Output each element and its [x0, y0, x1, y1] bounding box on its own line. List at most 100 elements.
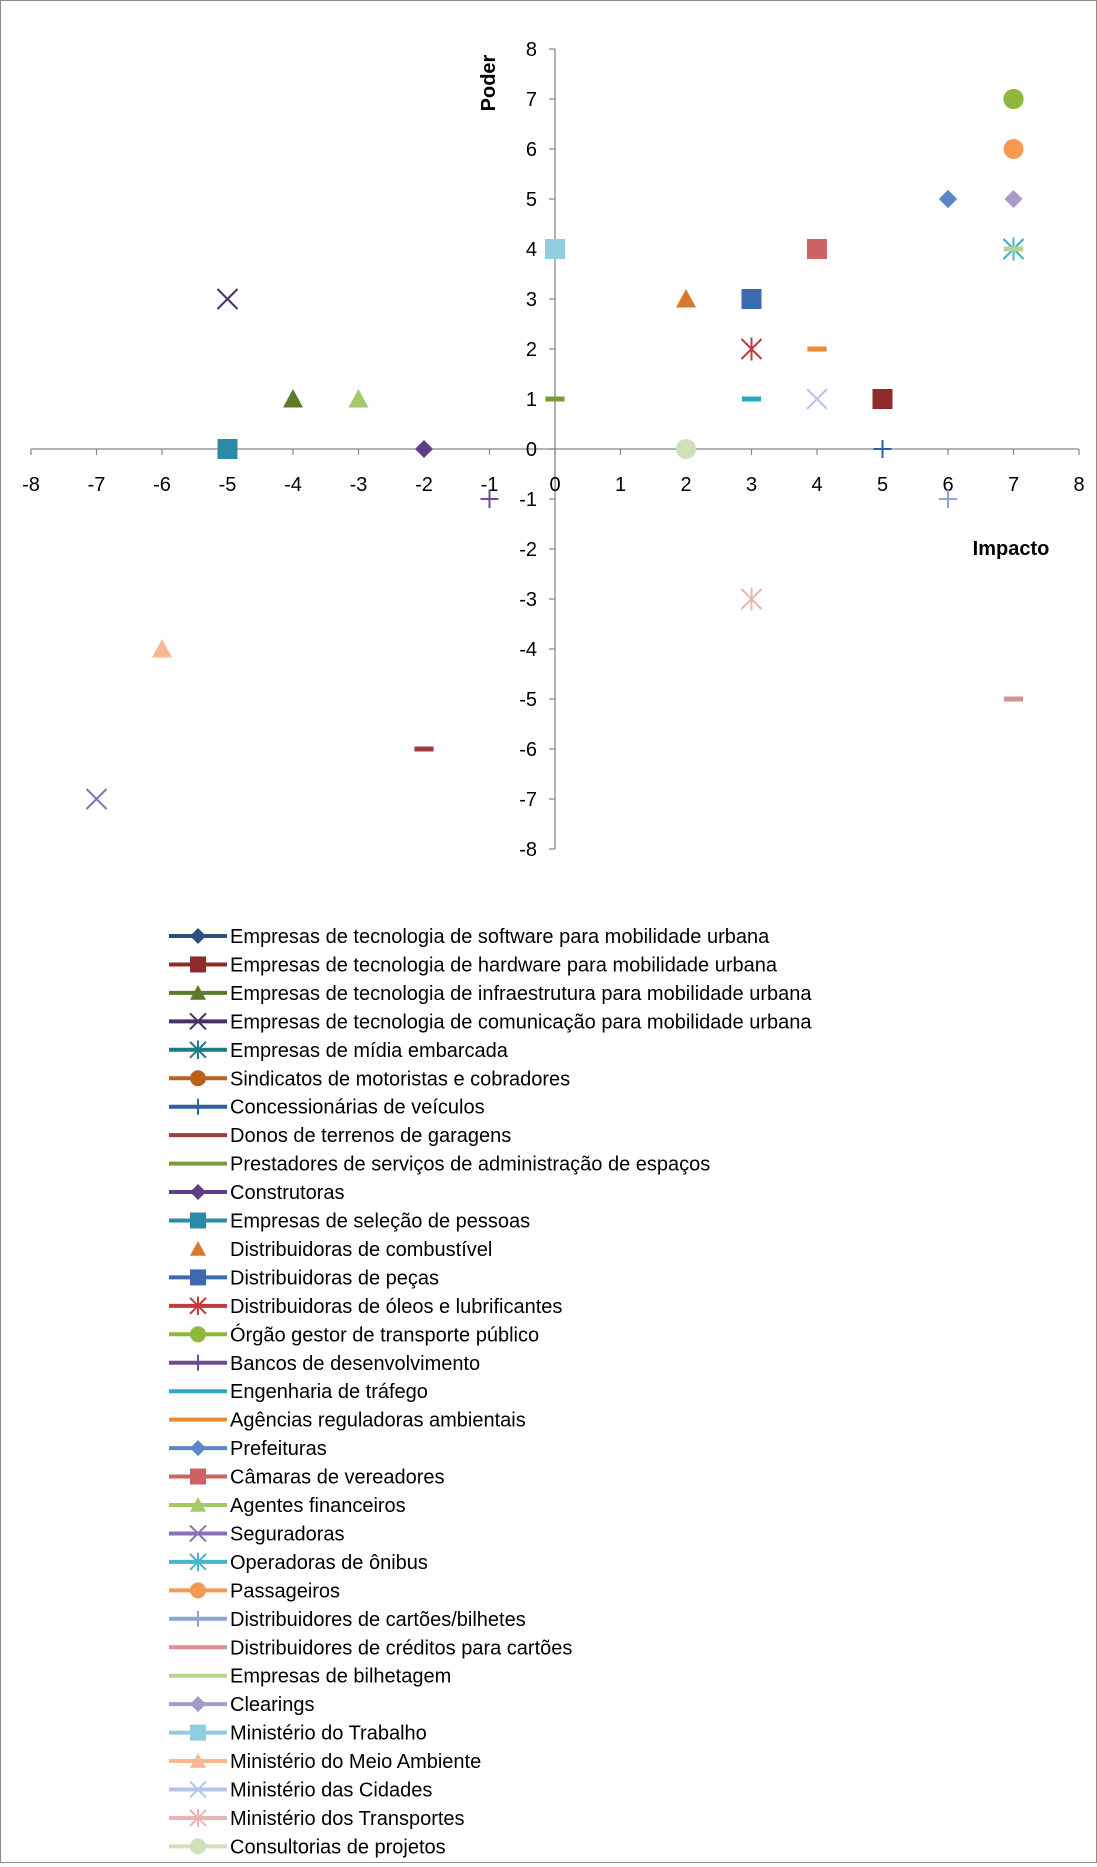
legend-item: Concessionárias de veículos	[169, 1097, 485, 1119]
data-point	[1004, 190, 1023, 208]
x-tick-label: 3	[746, 474, 757, 496]
x-tick-label: 8	[1073, 474, 1084, 496]
legend-item: Clearings	[169, 1694, 314, 1716]
legend-item: Donos de terrenos de garagens	[169, 1125, 511, 1147]
legend-label: Ministério dos Transportes	[230, 1808, 465, 1830]
legend-label: Distribuidores de cartões/bilhetes	[230, 1609, 526, 1631]
legend-marker	[190, 1610, 206, 1627]
y-tick-label: -8	[519, 839, 537, 861]
data-point	[939, 490, 957, 508]
legend-marker	[190, 1582, 206, 1599]
legend-label: Empresas de tecnologia de software para …	[230, 926, 770, 948]
x-tick-label: -1	[481, 474, 499, 496]
x-tick-label: -7	[88, 474, 106, 496]
legend-item: Bancos de desenvolvimento	[169, 1353, 480, 1375]
data-point	[545, 239, 565, 259]
legend-label: Construtoras	[230, 1182, 345, 1204]
data-point	[217, 439, 238, 459]
legend-marker	[190, 1440, 206, 1457]
legend-marker	[189, 1296, 207, 1316]
legend-marker	[190, 1724, 206, 1741]
legend-label: Consultorias de projetos	[230, 1836, 446, 1858]
y-tick-label: 7	[526, 89, 537, 111]
legend-item: Empresas de tecnologia de comunicação pa…	[169, 1011, 812, 1033]
legend-label: Empresas de tecnologia de comunicação pa…	[230, 1011, 812, 1033]
data-point	[414, 746, 434, 752]
legend-item: Distribuidores de créditos para cartões	[169, 1637, 572, 1659]
legend-marker	[190, 984, 206, 1000]
legend-label: Operadoras de ônibus	[230, 1552, 428, 1574]
legend-marker	[189, 1780, 207, 1799]
legend: Empresas de tecnologia de software para …	[169, 926, 812, 1858]
x-tick-label: -2	[415, 474, 433, 496]
legend-label: Ministério das Cidades	[230, 1780, 432, 1802]
x-tick-label: -5	[219, 474, 237, 496]
legend-item: Passageiros	[169, 1580, 340, 1602]
legend-item: Distribuidoras de óleos e lubrificantes	[169, 1296, 562, 1318]
y-tick-label: -7	[519, 789, 537, 811]
legend-item: Distribuidoras de peças	[169, 1267, 439, 1289]
y-tick-label: -1	[519, 489, 537, 511]
legend-item: Ministério das Cidades	[169, 1780, 432, 1802]
y-tick-labels: 8 7 6 5 4 3 2 1 0 -1 -2 -3 -4 -5 -6 -7 -8	[519, 39, 537, 861]
legend-label: Câmaras de vereadores	[230, 1467, 445, 1489]
legend-item: Empresas de seleção de pessoas	[169, 1211, 530, 1233]
legend-label: Sindicatos de motoristas e cobradores	[230, 1068, 570, 1090]
x-tick-labels: -8 -7 -6 -5 -4 -3 -2 -1 0 1 2 3 4 5 6 7 8	[22, 474, 1084, 496]
legend-item: Ministério do Trabalho	[169, 1723, 427, 1745]
legend-marker	[190, 1269, 206, 1286]
data-point	[1003, 139, 1024, 159]
legend-label: Engenharia de tráfego	[230, 1381, 428, 1403]
data-point	[740, 337, 763, 361]
data-point	[741, 289, 762, 309]
data-point	[545, 396, 565, 402]
data-point	[480, 490, 499, 508]
y-tick-label: -6	[519, 739, 537, 761]
legend-marker	[190, 1497, 206, 1512]
x-tick-label: 2	[680, 474, 691, 496]
y-tick-label: 1	[526, 389, 537, 411]
legend-item: Órgão gestor de transporte público	[169, 1323, 539, 1346]
legend-label: Ministério do Trabalho	[230, 1723, 427, 1745]
legend-label: Empresas de tecnologia de infraestrutura…	[230, 983, 812, 1005]
x-tick-label: -3	[350, 474, 368, 496]
x-tick-label: 6	[942, 474, 953, 496]
legend-marker	[190, 1354, 206, 1371]
legend-marker	[190, 1696, 206, 1713]
legend-label: Empresas de mídia embarcada	[230, 1040, 509, 1062]
legend-marker	[190, 1240, 206, 1256]
legend-marker	[190, 1212, 206, 1229]
x-axis-label: Impacto	[973, 538, 1050, 560]
legend-item: Empresas de bilhetagem	[169, 1666, 451, 1688]
legend-item: Prefeituras	[169, 1438, 327, 1460]
legend-item: Prestadores de serviços de administração…	[169, 1154, 710, 1176]
legend-marker	[190, 956, 206, 973]
data-point	[283, 389, 303, 408]
data-point	[741, 396, 762, 402]
legend-marker	[190, 1184, 206, 1201]
legend-item: Empresas de tecnologia de hardware para …	[169, 954, 778, 976]
x-tick-label: 4	[811, 474, 822, 496]
legend-label: Distribuidoras de peças	[230, 1267, 439, 1289]
y-tick-label: 5	[526, 189, 537, 211]
legend-label: Ministério do Meio Ambiente	[230, 1751, 481, 1773]
legend-marker	[189, 1524, 207, 1543]
legend-marker	[189, 1012, 207, 1031]
data-point	[807, 239, 827, 259]
y-tick-label: 4	[526, 239, 537, 261]
legend-marker	[190, 1468, 206, 1485]
data-points	[85, 89, 1025, 810]
legend-item: Agências reguladoras ambientais	[169, 1410, 526, 1432]
data-point	[85, 788, 108, 810]
legend-item: Distribuidores de cartões/bilhetes	[169, 1609, 526, 1631]
legend-label: Distribuidores de créditos para cartões	[230, 1637, 572, 1659]
legend-item: Distribuidoras de combustível	[190, 1239, 492, 1261]
data-point	[807, 346, 827, 352]
x-tick-label: -8	[22, 474, 40, 496]
y-tick-label: -3	[519, 589, 537, 611]
y-tick-label: -5	[519, 689, 537, 711]
legend-label: Empresas de tecnologia de hardware para …	[230, 954, 778, 976]
legend-label: Empresas de seleção de pessoas	[230, 1211, 530, 1233]
legend-label: Agências reguladoras ambientais	[230, 1410, 526, 1432]
